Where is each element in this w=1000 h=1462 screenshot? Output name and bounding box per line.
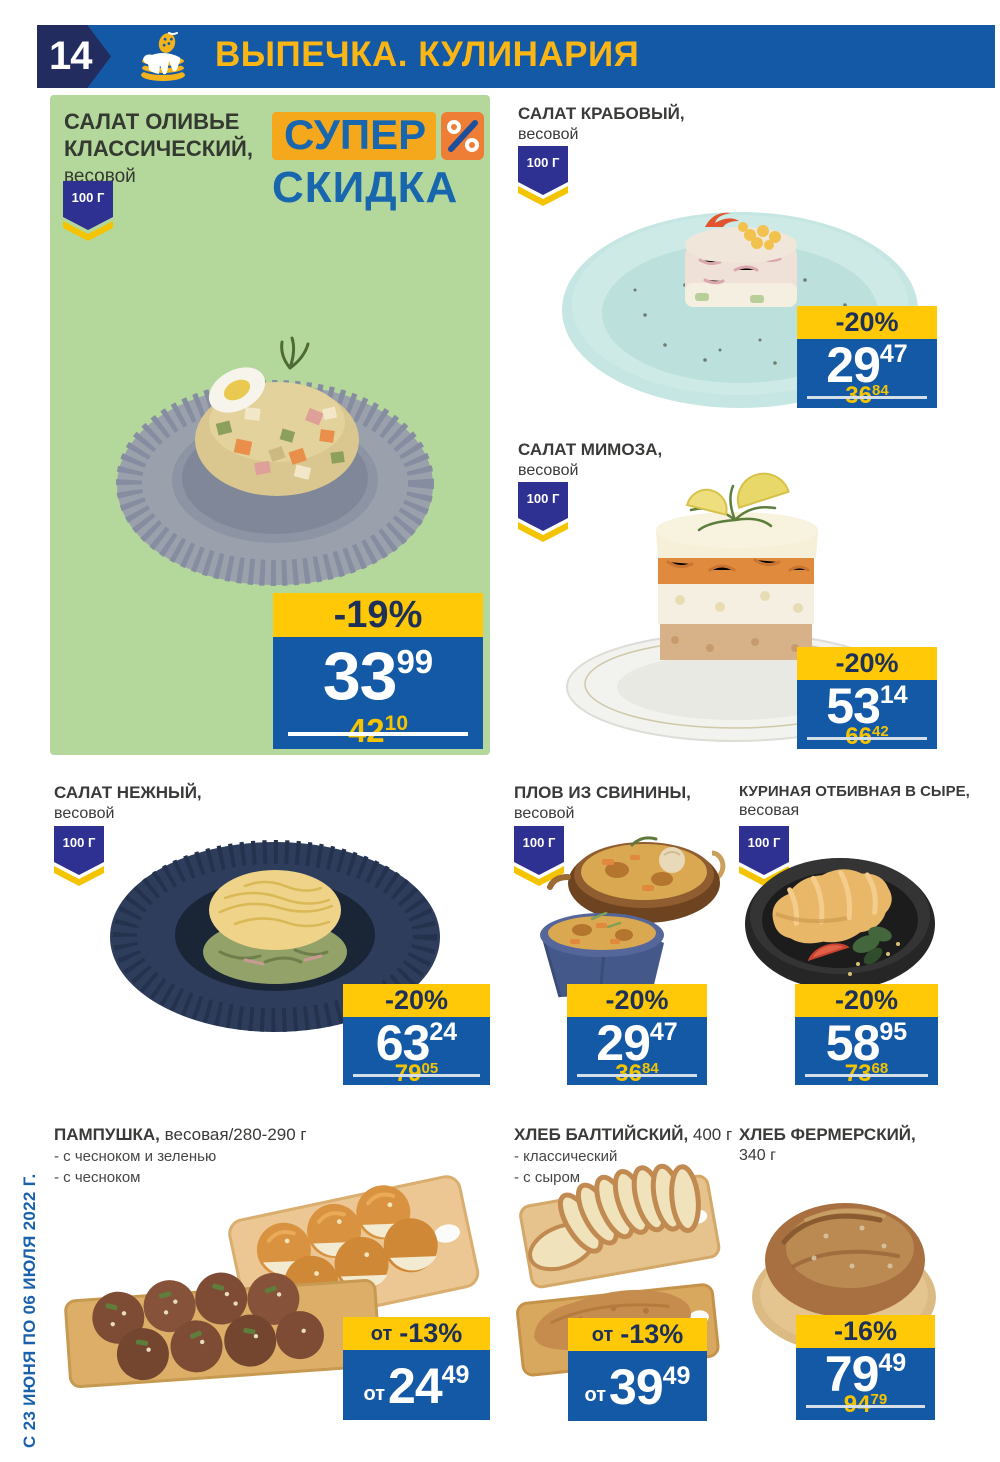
- price-block-crab-salad: -20% 29 47 36 84: [797, 306, 937, 408]
- product-option: - классический: [514, 1147, 618, 1165]
- page-header: 14 ВЫПЕЧКА. КУЛИНАРИЯ: [37, 25, 995, 88]
- old-price: 94 79: [796, 1392, 935, 1417]
- old-price: 66 42: [797, 724, 937, 749]
- price-block-nezhny: -20% 63 24 79 05: [343, 984, 490, 1086]
- strikethrough-line: [576, 1073, 698, 1077]
- olivier-salad-photo: [116, 336, 434, 586]
- per-100g-badge: 100 Г: [63, 181, 113, 241]
- strikethrough-line: [806, 736, 928, 740]
- current-price: 58 95: [825, 1015, 908, 1071]
- current-price: 29 47: [596, 1015, 678, 1071]
- discount-badge: -20%: [797, 306, 937, 339]
- percent-icon: [441, 112, 484, 160]
- current-price: 33 99: [322, 638, 434, 714]
- per-100g-badge: 100 Г: [518, 146, 568, 206]
- product-card-olivier: САЛАТ ОЛИВЬЕ КЛАССИЧЕСКИЙ, весовой 100 Г…: [50, 95, 490, 755]
- product-name: ХЛЕБ ФЕРМЕРСКИЙ, 340 г: [739, 1125, 916, 1164]
- price-block-baltic: от -13% от 39 49: [568, 1318, 707, 1421]
- product-option: - с чесноком: [54, 1169, 141, 1187]
- product-option: - с чесноком и зеленью: [54, 1147, 217, 1165]
- strikethrough-line: [805, 1404, 926, 1408]
- skidka-label: СКИДКА: [272, 163, 459, 212]
- current-price: 63 24: [375, 1015, 458, 1071]
- per-100g-badge: 100 Г: [54, 826, 104, 886]
- current-price: 29 47: [826, 337, 908, 393]
- product-name: ПАМПУШКА, весовая/280-290 г - с чесноком…: [54, 1125, 307, 1189]
- price-block-olivier: -19% 33 99 42 10: [273, 593, 483, 749]
- product-name: САЛАТ КРАБОВЫЙ, весовой: [518, 104, 685, 143]
- product-name: САЛАТ НЕЖНЫЙ, весовой: [54, 783, 202, 822]
- current-price: 79 49: [824, 1346, 907, 1402]
- discount-badge: -20%: [343, 984, 490, 1017]
- product-name: ХЛЕБ БАЛТИЙСКИЙ, 400 г - классический - …: [514, 1125, 732, 1189]
- old-price: 36 84: [567, 1061, 707, 1086]
- old-price: 79 05: [343, 1061, 490, 1086]
- current-price: 53 14: [826, 678, 908, 734]
- page-number-chevron: 14: [37, 25, 111, 88]
- chicken-cutlet-photo: [745, 858, 935, 990]
- current-price: от 39 49: [584, 1358, 691, 1415]
- super-discount-banner: СУПЕР СКИДКА: [272, 112, 484, 210]
- old-price: 42 10: [273, 710, 483, 747]
- price-block-mimosa: -20% 53 14 66 42: [797, 647, 937, 749]
- product-name: КУРИНАЯ ОТБИВНАЯ В СЫРЕ, весовая: [739, 783, 970, 820]
- discount-badge: -19%: [273, 593, 483, 637]
- plov-photo: [540, 836, 726, 998]
- validity-date-range: С 23 ИЮНЯ ПО 06 ИЮЛЯ 2022 Г.: [20, 1173, 39, 1448]
- product-option: - с сыром: [514, 1169, 581, 1187]
- strikethrough-line: [806, 395, 928, 399]
- price-block-farmer: -16% 79 49 94 79: [796, 1315, 935, 1420]
- discount-badge: от -13%: [343, 1317, 490, 1350]
- discount-badge: от -13%: [568, 1318, 707, 1351]
- discount-badge: -20%: [797, 647, 937, 680]
- current-price: от 24 49: [363, 1357, 470, 1414]
- product-name: ПЛОВ ИЗ СВИНИНЫ, весовой: [514, 783, 691, 822]
- old-price: 73 68: [795, 1061, 938, 1086]
- section-title: ВЫПЕЧКА. КУЛИНАРИЯ: [215, 35, 640, 74]
- price-block-pampushka: от -13% от 24 49: [343, 1317, 490, 1420]
- strikethrough-line: [287, 732, 469, 737]
- price-block-plov: -20% 29 47 36 84: [567, 984, 707, 1086]
- discount-badge: -20%: [567, 984, 707, 1017]
- product-name: САЛАТ ОЛИВЬЕ КЛАССИЧЕСКИЙ, весовой: [64, 109, 304, 188]
- super-label: СУПЕР: [272, 112, 437, 160]
- product-name: САЛАТ МИМОЗА, весовой: [518, 440, 663, 479]
- old-price: 36 84: [797, 383, 937, 408]
- strikethrough-line: [353, 1073, 480, 1077]
- page-number: 14: [49, 34, 92, 78]
- price-block-chicken: -20% 58 95 73 68: [795, 984, 938, 1086]
- pancakes-icon: [140, 32, 186, 81]
- per-100g-badge: 100 Г: [518, 482, 568, 542]
- discount-badge: -20%: [795, 984, 938, 1017]
- strikethrough-line: [805, 1073, 928, 1077]
- per-100g-badge: 100 Г: [514, 826, 564, 886]
- discount-badge: -16%: [796, 1315, 935, 1348]
- pampushka-photo: [64, 1175, 480, 1389]
